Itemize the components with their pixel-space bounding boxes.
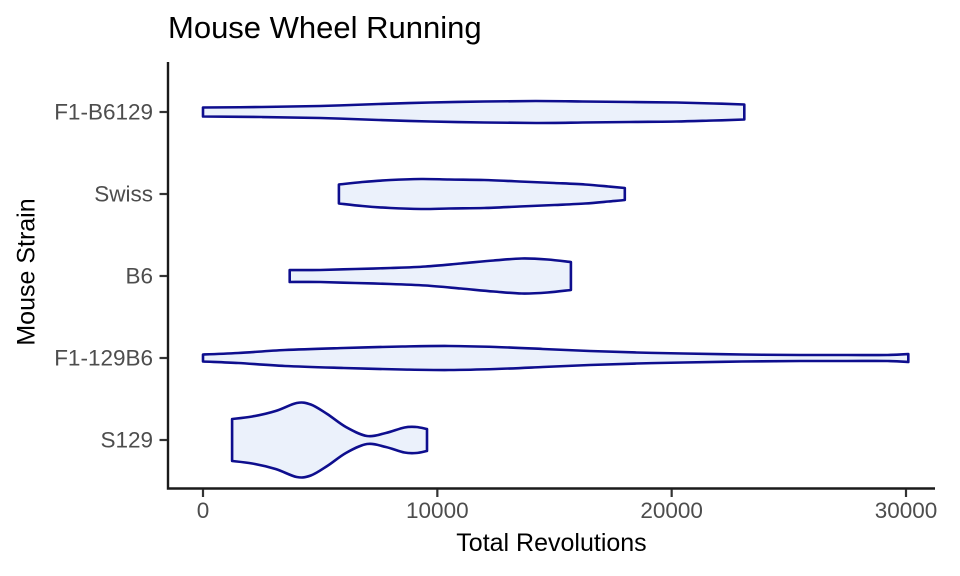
violin-s129: [230, 401, 429, 479]
y-tick-label: F1-B6129: [54, 100, 153, 125]
y-tick-label: Swiss: [94, 182, 153, 207]
violin-b6: [288, 257, 573, 295]
x-axis-title: Total Revolutions: [456, 529, 647, 557]
y-tick-label: B6: [125, 264, 153, 289]
axes-group: 0 10000 20000 30000 F1-B6129 Swiss B6 F1-129B6 S…: [54, 62, 937, 523]
y-tick-label: S129: [100, 428, 153, 453]
chart-title: Mouse Wheel Running: [168, 10, 482, 45]
violin-f1-b6129: [201, 99, 746, 125]
y-tick-label: F1-129B6: [54, 346, 153, 371]
x-tick-label: 20000: [640, 498, 703, 523]
x-tick-label: 0: [197, 498, 210, 523]
axis-lines: [166, 62, 935, 490]
x-tick-label: 10000: [406, 498, 469, 523]
violin-f1-129b6: [201, 344, 910, 372]
violins-group: [201, 99, 910, 479]
violin-swiss: [337, 177, 627, 211]
x-tick-label: 30000: [875, 498, 938, 523]
